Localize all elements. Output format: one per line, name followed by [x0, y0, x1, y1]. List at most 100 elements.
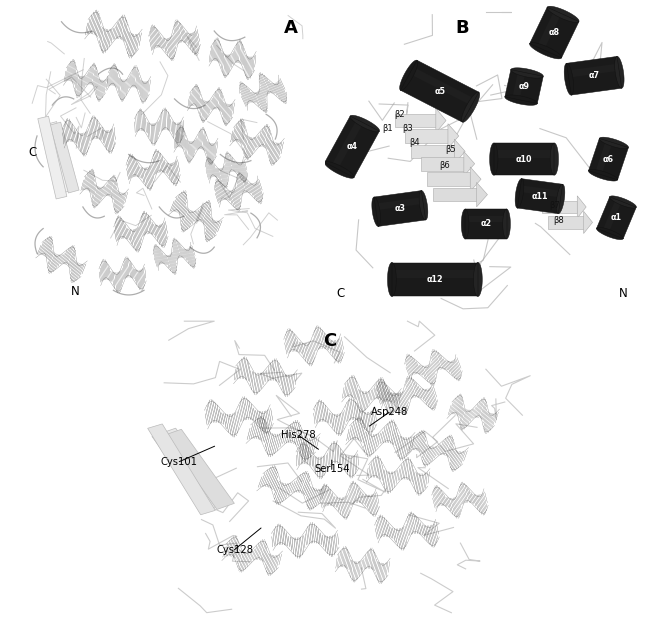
Polygon shape: [257, 131, 261, 147]
Polygon shape: [463, 410, 470, 430]
Polygon shape: [304, 442, 305, 464]
Polygon shape: [274, 479, 278, 491]
Polygon shape: [326, 536, 328, 554]
Polygon shape: [434, 349, 442, 369]
Polygon shape: [167, 38, 172, 61]
Polygon shape: [238, 172, 244, 193]
Polygon shape: [316, 405, 318, 423]
Polygon shape: [181, 247, 185, 258]
Polygon shape: [157, 225, 162, 247]
Polygon shape: [372, 384, 376, 400]
Polygon shape: [164, 255, 169, 268]
Polygon shape: [460, 450, 465, 466]
Polygon shape: [352, 378, 356, 398]
Polygon shape: [197, 29, 200, 42]
Polygon shape: [170, 254, 176, 273]
Polygon shape: [69, 119, 72, 142]
Polygon shape: [109, 267, 111, 281]
Polygon shape: [157, 149, 161, 172]
Polygon shape: [301, 437, 306, 457]
Polygon shape: [191, 33, 196, 56]
Polygon shape: [125, 258, 127, 278]
Polygon shape: [239, 551, 244, 571]
Polygon shape: [188, 141, 190, 163]
Polygon shape: [259, 81, 266, 96]
Polygon shape: [207, 158, 212, 177]
Polygon shape: [120, 216, 124, 239]
Polygon shape: [50, 122, 79, 193]
Polygon shape: [227, 104, 231, 125]
Polygon shape: [295, 425, 300, 445]
Polygon shape: [205, 219, 213, 238]
Polygon shape: [194, 209, 200, 222]
Polygon shape: [240, 122, 244, 143]
Polygon shape: [173, 246, 177, 260]
Polygon shape: [363, 558, 364, 570]
Polygon shape: [184, 135, 185, 149]
Polygon shape: [221, 168, 227, 188]
Polygon shape: [484, 411, 488, 427]
Polygon shape: [150, 39, 152, 51]
Polygon shape: [296, 472, 304, 492]
Polygon shape: [248, 89, 255, 103]
Polygon shape: [334, 414, 337, 435]
Polygon shape: [161, 224, 166, 246]
Polygon shape: [341, 413, 343, 433]
Polygon shape: [242, 129, 245, 145]
Polygon shape: [263, 411, 266, 435]
Polygon shape: [350, 456, 351, 478]
Polygon shape: [187, 141, 189, 162]
Polygon shape: [371, 495, 376, 517]
Polygon shape: [136, 228, 140, 248]
Polygon shape: [428, 364, 436, 382]
Polygon shape: [419, 365, 423, 375]
Polygon shape: [306, 487, 312, 503]
Polygon shape: [107, 130, 110, 154]
Polygon shape: [273, 358, 276, 381]
Polygon shape: [175, 161, 179, 181]
Polygon shape: [274, 555, 278, 573]
Polygon shape: [266, 411, 270, 433]
Polygon shape: [150, 218, 153, 235]
Polygon shape: [297, 428, 301, 445]
Polygon shape: [138, 270, 140, 290]
Polygon shape: [116, 69, 117, 87]
Polygon shape: [296, 338, 300, 353]
Polygon shape: [136, 113, 138, 132]
Polygon shape: [64, 128, 65, 144]
Polygon shape: [402, 437, 407, 461]
Polygon shape: [367, 434, 372, 457]
Polygon shape: [250, 57, 252, 79]
Polygon shape: [294, 422, 300, 444]
Polygon shape: [345, 549, 348, 568]
Polygon shape: [68, 247, 75, 266]
Polygon shape: [409, 436, 412, 453]
Polygon shape: [144, 81, 146, 103]
Polygon shape: [610, 196, 636, 208]
Polygon shape: [265, 553, 268, 565]
Polygon shape: [383, 563, 385, 583]
Polygon shape: [375, 197, 423, 210]
Polygon shape: [366, 433, 370, 455]
Polygon shape: [245, 359, 248, 380]
Polygon shape: [187, 249, 192, 268]
Polygon shape: [267, 555, 272, 575]
Polygon shape: [386, 385, 392, 403]
Polygon shape: [475, 495, 480, 513]
Polygon shape: [246, 137, 251, 160]
Polygon shape: [400, 60, 418, 90]
Polygon shape: [225, 156, 229, 173]
Polygon shape: [180, 23, 185, 43]
Polygon shape: [127, 32, 130, 50]
Polygon shape: [42, 236, 50, 255]
Polygon shape: [177, 127, 179, 147]
Polygon shape: [202, 100, 204, 121]
Polygon shape: [250, 183, 255, 199]
Polygon shape: [150, 35, 153, 50]
Polygon shape: [112, 128, 114, 146]
Polygon shape: [408, 516, 411, 535]
Polygon shape: [224, 543, 228, 557]
Polygon shape: [218, 43, 220, 62]
Polygon shape: [79, 76, 83, 97]
Polygon shape: [326, 484, 331, 506]
